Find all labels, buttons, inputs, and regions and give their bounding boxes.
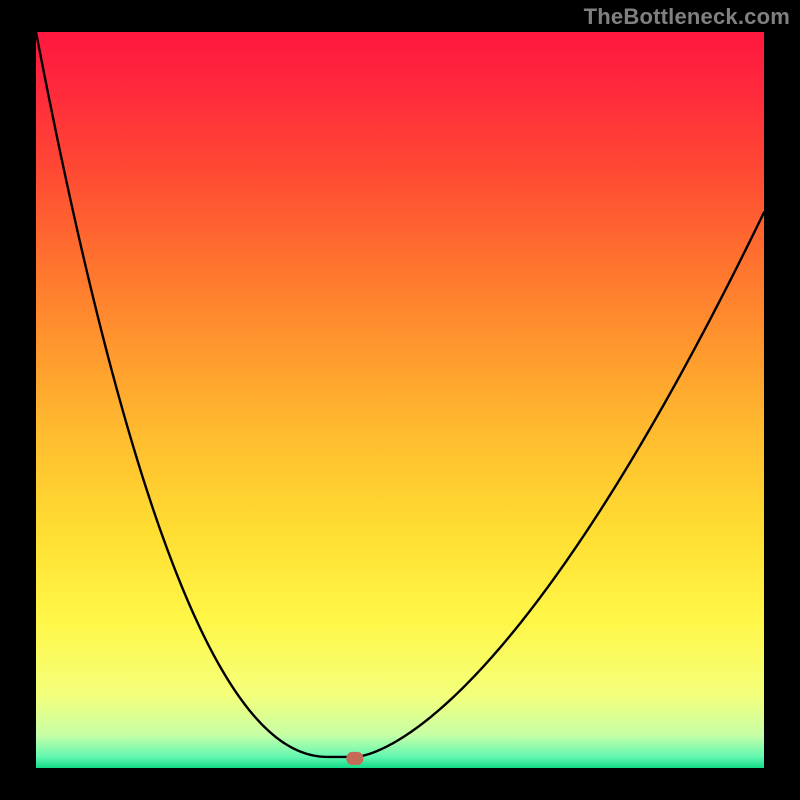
watermark-text: TheBottleneck.com — [584, 4, 790, 30]
plot-background — [36, 32, 764, 768]
bottleneck-chart — [0, 0, 800, 800]
chart-container: TheBottleneck.com — [0, 0, 800, 800]
minimum-marker — [346, 752, 363, 765]
